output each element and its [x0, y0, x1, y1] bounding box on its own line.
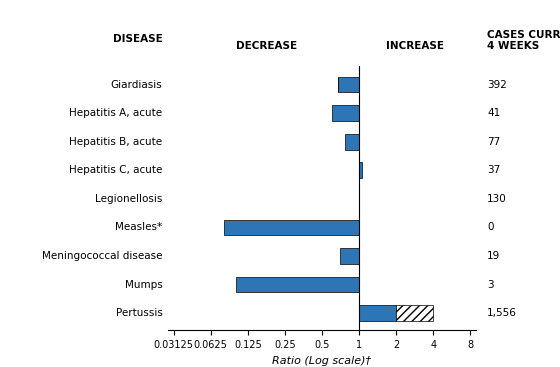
- Text: DECREASE: DECREASE: [236, 41, 297, 51]
- Text: 1,556: 1,556: [487, 308, 517, 318]
- Text: 0: 0: [487, 222, 494, 232]
- Bar: [396, 305, 433, 321]
- Text: 77: 77: [487, 137, 501, 147]
- Text: 41: 41: [487, 108, 501, 118]
- Bar: [332, 105, 359, 121]
- Text: 130: 130: [487, 194, 507, 204]
- Text: 19: 19: [487, 251, 501, 261]
- Text: Hepatitis A, acute: Hepatitis A, acute: [69, 108, 162, 118]
- Text: 3: 3: [487, 280, 494, 290]
- Bar: [359, 305, 396, 321]
- Text: Measles*: Measles*: [115, 222, 162, 232]
- Bar: [224, 219, 359, 235]
- Bar: [236, 277, 359, 292]
- X-axis label: Ratio (Log scale)†: Ratio (Log scale)†: [272, 356, 372, 366]
- Bar: [338, 77, 359, 92]
- Bar: [340, 248, 359, 264]
- Text: 37: 37: [487, 165, 501, 175]
- Text: INCREASE: INCREASE: [386, 41, 444, 51]
- Text: CASES CURRENT
4 WEEKS: CASES CURRENT 4 WEEKS: [487, 30, 560, 51]
- Text: 392: 392: [487, 80, 507, 90]
- Text: Pertussis: Pertussis: [115, 308, 162, 318]
- Text: Hepatitis B, acute: Hepatitis B, acute: [69, 137, 162, 147]
- Text: Legionellosis: Legionellosis: [95, 194, 162, 204]
- Text: DISEASE: DISEASE: [113, 34, 162, 44]
- Bar: [359, 163, 362, 178]
- Text: Mumps: Mumps: [125, 280, 162, 290]
- Text: Hepatitis C, acute: Hepatitis C, acute: [69, 165, 162, 175]
- Bar: [345, 134, 359, 150]
- Text: Meningococcal disease: Meningococcal disease: [42, 251, 162, 261]
- Text: Giardiasis: Giardiasis: [111, 80, 162, 90]
